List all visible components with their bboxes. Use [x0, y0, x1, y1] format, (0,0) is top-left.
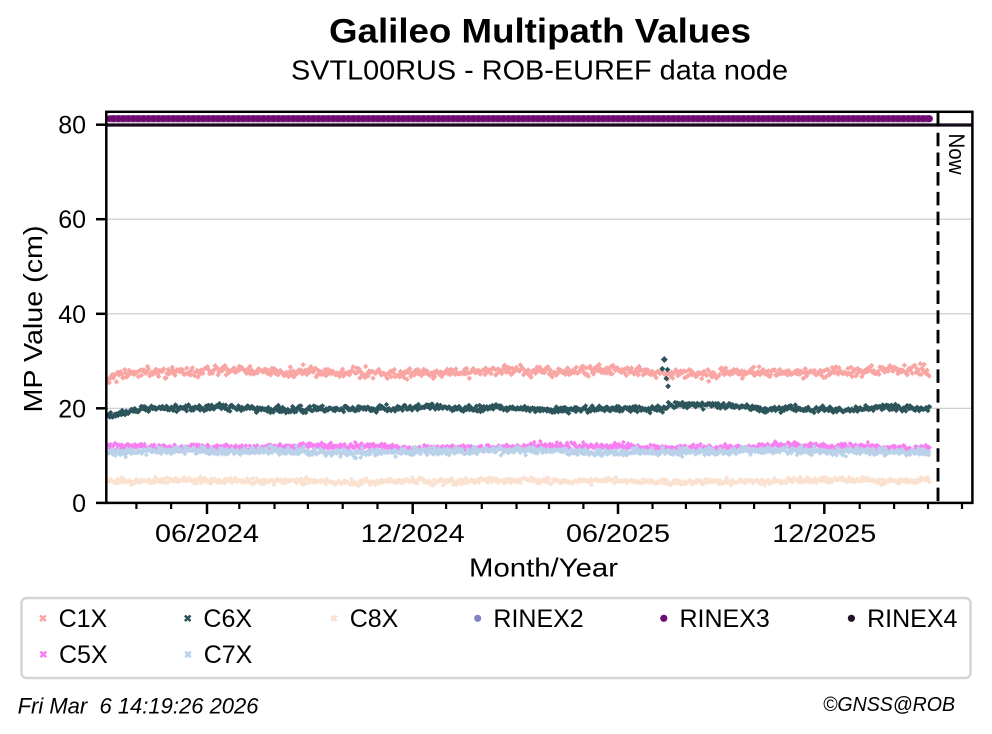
svg-text:Galileo Multipath Values: Galileo Multipath Values	[329, 13, 751, 51]
svg-text:60: 60	[58, 206, 86, 234]
svg-text:SVTL00RUS - ROB-EUREF data nod: SVTL00RUS - ROB-EUREF data node	[291, 55, 788, 86]
svg-text:80: 80	[58, 112, 86, 140]
svg-text:RINEX4: RINEX4	[867, 605, 957, 633]
svg-text:12/2025: 12/2025	[772, 520, 876, 548]
svg-text:06/2024: 06/2024	[155, 520, 259, 548]
svg-text:C5X: C5X	[59, 641, 108, 669]
svg-text:40: 40	[58, 301, 86, 329]
svg-text:RINEX3: RINEX3	[680, 605, 770, 633]
svg-text:06/2025: 06/2025	[566, 520, 670, 548]
svg-text:RINEX2: RINEX2	[493, 605, 583, 633]
svg-text:0: 0	[72, 490, 86, 518]
svg-text:Fri Mar 6 14:19:26 2026: Fri Mar 6 14:19:26 2026	[18, 694, 260, 719]
svg-text:MP Value (cm): MP Value (cm)	[18, 226, 48, 413]
svg-text:Now: Now	[944, 134, 969, 175]
svg-text:C8X: C8X	[350, 605, 399, 633]
svg-text:20: 20	[58, 395, 86, 423]
svg-text:C1X: C1X	[59, 605, 108, 633]
svg-text:©GNSS@ROB: ©GNSS@ROB	[823, 694, 955, 716]
svg-text:Month/Year: Month/Year	[469, 553, 618, 583]
svg-text:C7X: C7X	[204, 641, 253, 669]
svg-text:12/2024: 12/2024	[361, 520, 465, 548]
svg-text:C6X: C6X	[203, 605, 252, 633]
